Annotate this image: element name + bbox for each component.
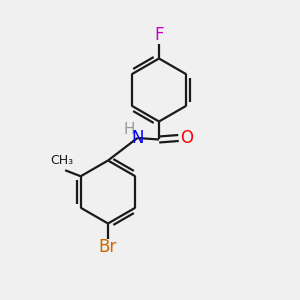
Text: CH₃: CH₃ <box>50 154 73 167</box>
Text: Br: Br <box>99 238 117 256</box>
Text: F: F <box>154 26 164 44</box>
Text: N: N <box>131 129 144 147</box>
Text: O: O <box>180 129 194 147</box>
Text: H: H <box>123 122 135 137</box>
